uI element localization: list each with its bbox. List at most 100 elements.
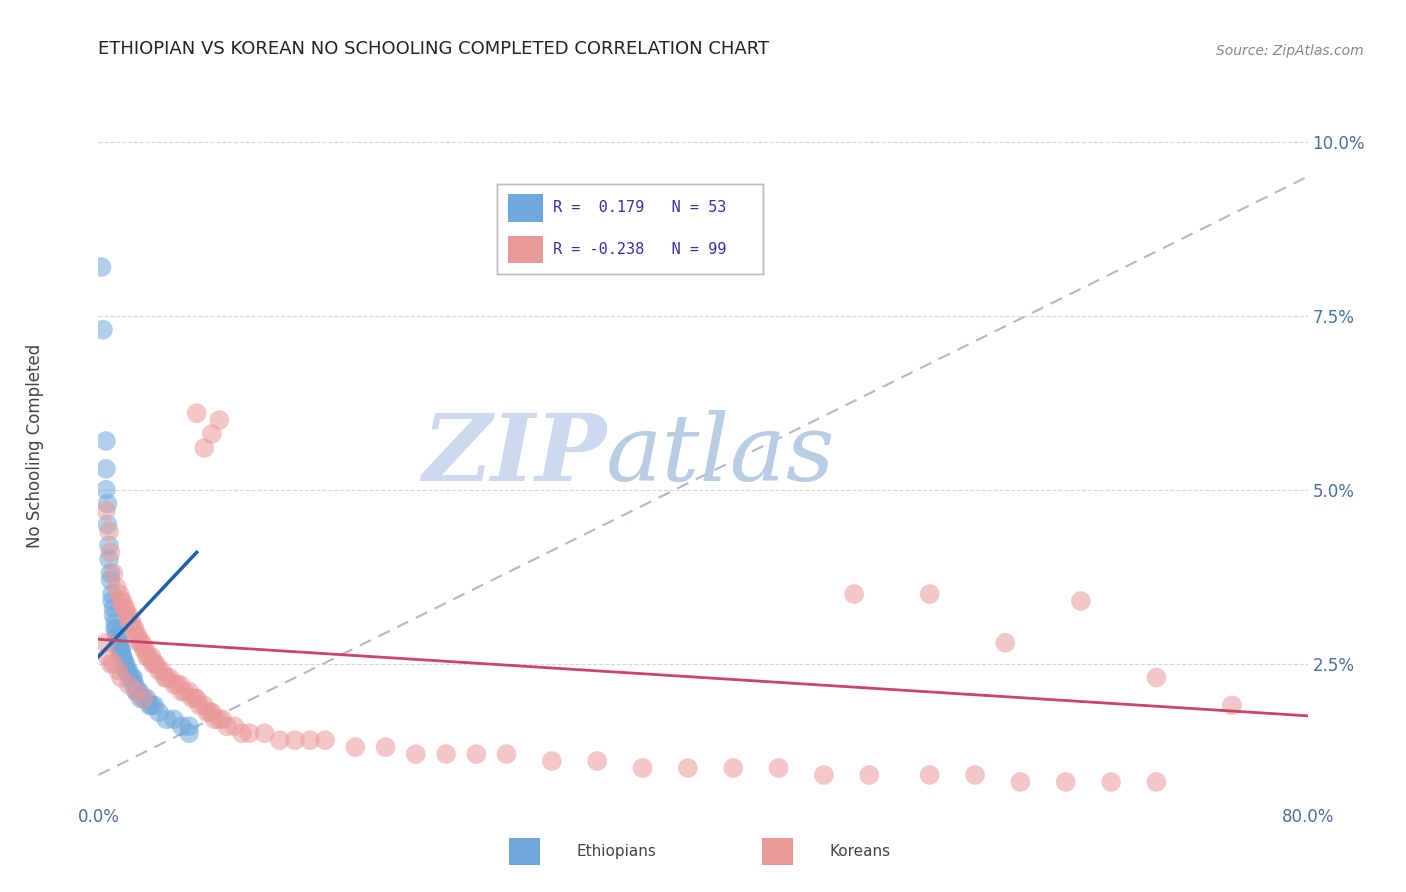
Point: [101, 594, 124, 608]
Point: [141, 649, 163, 664]
Point: [122, 622, 145, 636]
Point: [100, 657, 122, 671]
Point: [208, 413, 231, 427]
Point: [111, 649, 134, 664]
Bar: [508, 194, 543, 221]
Point: [104, 615, 127, 629]
Point: [163, 677, 186, 691]
Point: [918, 587, 941, 601]
Point: [111, 649, 134, 664]
Bar: [508, 236, 543, 263]
Point: [121, 671, 143, 685]
Point: [465, 747, 488, 761]
Point: [110, 594, 132, 608]
Point: [148, 664, 170, 678]
Point: [142, 657, 165, 671]
Point: [136, 649, 159, 664]
Point: [768, 761, 790, 775]
Point: [112, 657, 135, 671]
Point: [94, 434, 117, 448]
Point: [124, 622, 146, 636]
Point: [153, 671, 176, 685]
Point: [148, 706, 170, 720]
Point: [122, 671, 145, 685]
Point: [284, 733, 307, 747]
Text: atlas: atlas: [606, 410, 835, 500]
Text: ETHIOPIAN VS KOREAN NO SCHOOLING COMPLETED CORRELATION CHART: ETHIOPIAN VS KOREAN NO SCHOOLING COMPLET…: [98, 40, 769, 58]
Point: [201, 427, 224, 442]
Point: [118, 664, 141, 678]
Point: [114, 664, 136, 678]
Point: [115, 664, 138, 678]
Point: [128, 684, 150, 698]
Point: [215, 719, 238, 733]
Point: [122, 677, 145, 691]
Point: [118, 677, 141, 691]
Point: [118, 607, 141, 622]
Text: No Schooling Completed: No Schooling Completed: [27, 344, 44, 548]
Point: [159, 671, 181, 685]
Point: [139, 698, 162, 713]
Point: [173, 684, 195, 698]
Point: [121, 615, 143, 629]
Point: [239, 726, 262, 740]
Point: [98, 552, 121, 566]
Point: [374, 740, 396, 755]
Point: [103, 601, 125, 615]
Point: [1070, 594, 1092, 608]
Point: [107, 664, 129, 678]
Point: [98, 524, 121, 539]
Point: [193, 441, 215, 455]
Point: [253, 726, 276, 740]
Point: [155, 671, 177, 685]
Point: [186, 691, 208, 706]
Point: [586, 754, 609, 768]
Point: [94, 462, 117, 476]
Point: [96, 497, 118, 511]
Point: [103, 566, 125, 581]
Point: [129, 636, 152, 650]
Point: [107, 629, 129, 643]
Point: [495, 747, 517, 761]
Point: [269, 733, 291, 747]
Point: [120, 671, 142, 685]
Point: [94, 483, 117, 497]
Point: [96, 517, 118, 532]
Text: Ethiopians: Ethiopians: [576, 845, 657, 859]
Point: [723, 761, 745, 775]
Point: [112, 657, 135, 671]
Point: [103, 657, 125, 671]
Point: [94, 636, 117, 650]
Point: [208, 712, 231, 726]
Point: [114, 657, 136, 671]
Point: [186, 406, 208, 420]
Point: [994, 636, 1017, 650]
Point: [155, 712, 177, 726]
Point: [124, 677, 146, 691]
Point: [166, 677, 188, 691]
Point: [179, 684, 201, 698]
Point: [143, 657, 166, 671]
Point: [108, 587, 131, 601]
Point: [150, 664, 173, 678]
Point: [918, 768, 941, 782]
Point: [125, 629, 148, 643]
Point: [170, 719, 193, 733]
Point: [132, 691, 155, 706]
Point: [105, 629, 128, 643]
Point: [111, 594, 134, 608]
Point: [1144, 775, 1167, 789]
Point: [100, 573, 122, 587]
Point: [110, 642, 132, 657]
Point: [132, 691, 155, 706]
Point: [98, 538, 121, 552]
Point: [813, 768, 835, 782]
Point: [104, 622, 127, 636]
Point: [94, 503, 117, 517]
Point: [100, 566, 122, 581]
Point: [110, 671, 132, 685]
Text: R =  0.179   N = 53: R = 0.179 N = 53: [554, 201, 727, 216]
Point: [844, 587, 866, 601]
Point: [193, 698, 215, 713]
Point: [540, 754, 562, 768]
